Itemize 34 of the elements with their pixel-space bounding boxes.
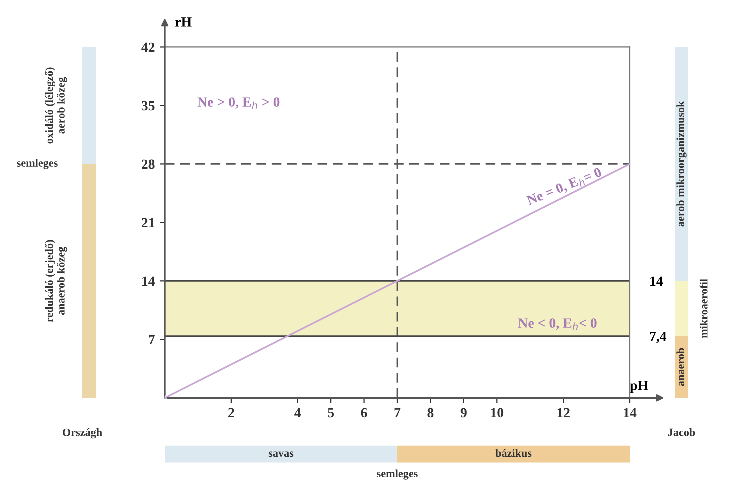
text: anaerob <box>676 348 685 386</box>
x-tick-label: 5 <box>328 408 334 418</box>
y-tick-label: 42 <box>142 42 155 52</box>
text: Országh <box>62 428 102 439</box>
annotation: Ne < 0, E$_{h}$< 0 <box>518 318 597 330</box>
x-tick-label: 10 <box>491 408 504 418</box>
text: mikroaerofil <box>700 279 708 338</box>
x-axis-title: pH <box>630 381 648 394</box>
annotation: Ne > 0, E$_{h}$ > 0 <box>198 98 280 110</box>
annotation: Ne = 0, E$_{h}$= 0 <box>526 167 604 208</box>
text: aerob mikroorganizmusok <box>676 101 687 227</box>
x-tick-label: 8 <box>428 408 434 418</box>
text: Jacob <box>668 428 696 436</box>
text: savas <box>268 452 294 458</box>
x-tick-label: 2 <box>228 408 234 418</box>
x-tick-label: 12 <box>558 408 570 418</box>
y2-tick-label: 7,4 <box>650 332 667 344</box>
x-tick-label: 7 <box>394 408 401 418</box>
y-tick-label: 14 <box>142 276 156 286</box>
text: semleges <box>17 159 58 170</box>
y2-tick-label: 14 <box>650 276 664 286</box>
x-tick-label: 9 <box>460 408 467 418</box>
text: bázikus <box>496 449 532 458</box>
x-tick-label: 14 <box>624 408 637 418</box>
y-tick-label: 21 <box>142 218 155 228</box>
y-axis-title: rH <box>175 18 192 27</box>
y-tick-label: 28 <box>142 160 155 170</box>
text: oxidáló (lélegző) aerob közeg <box>45 68 68 144</box>
text: semleges <box>377 470 418 480</box>
text: redukáló (erjedő) anaerob közeg <box>45 240 68 322</box>
x-tick-label: 4 <box>294 408 302 418</box>
y-tick-label: 35 <box>142 101 155 111</box>
y-tick-label: 7 <box>149 335 155 344</box>
x-tick-label: 6 <box>361 408 368 418</box>
